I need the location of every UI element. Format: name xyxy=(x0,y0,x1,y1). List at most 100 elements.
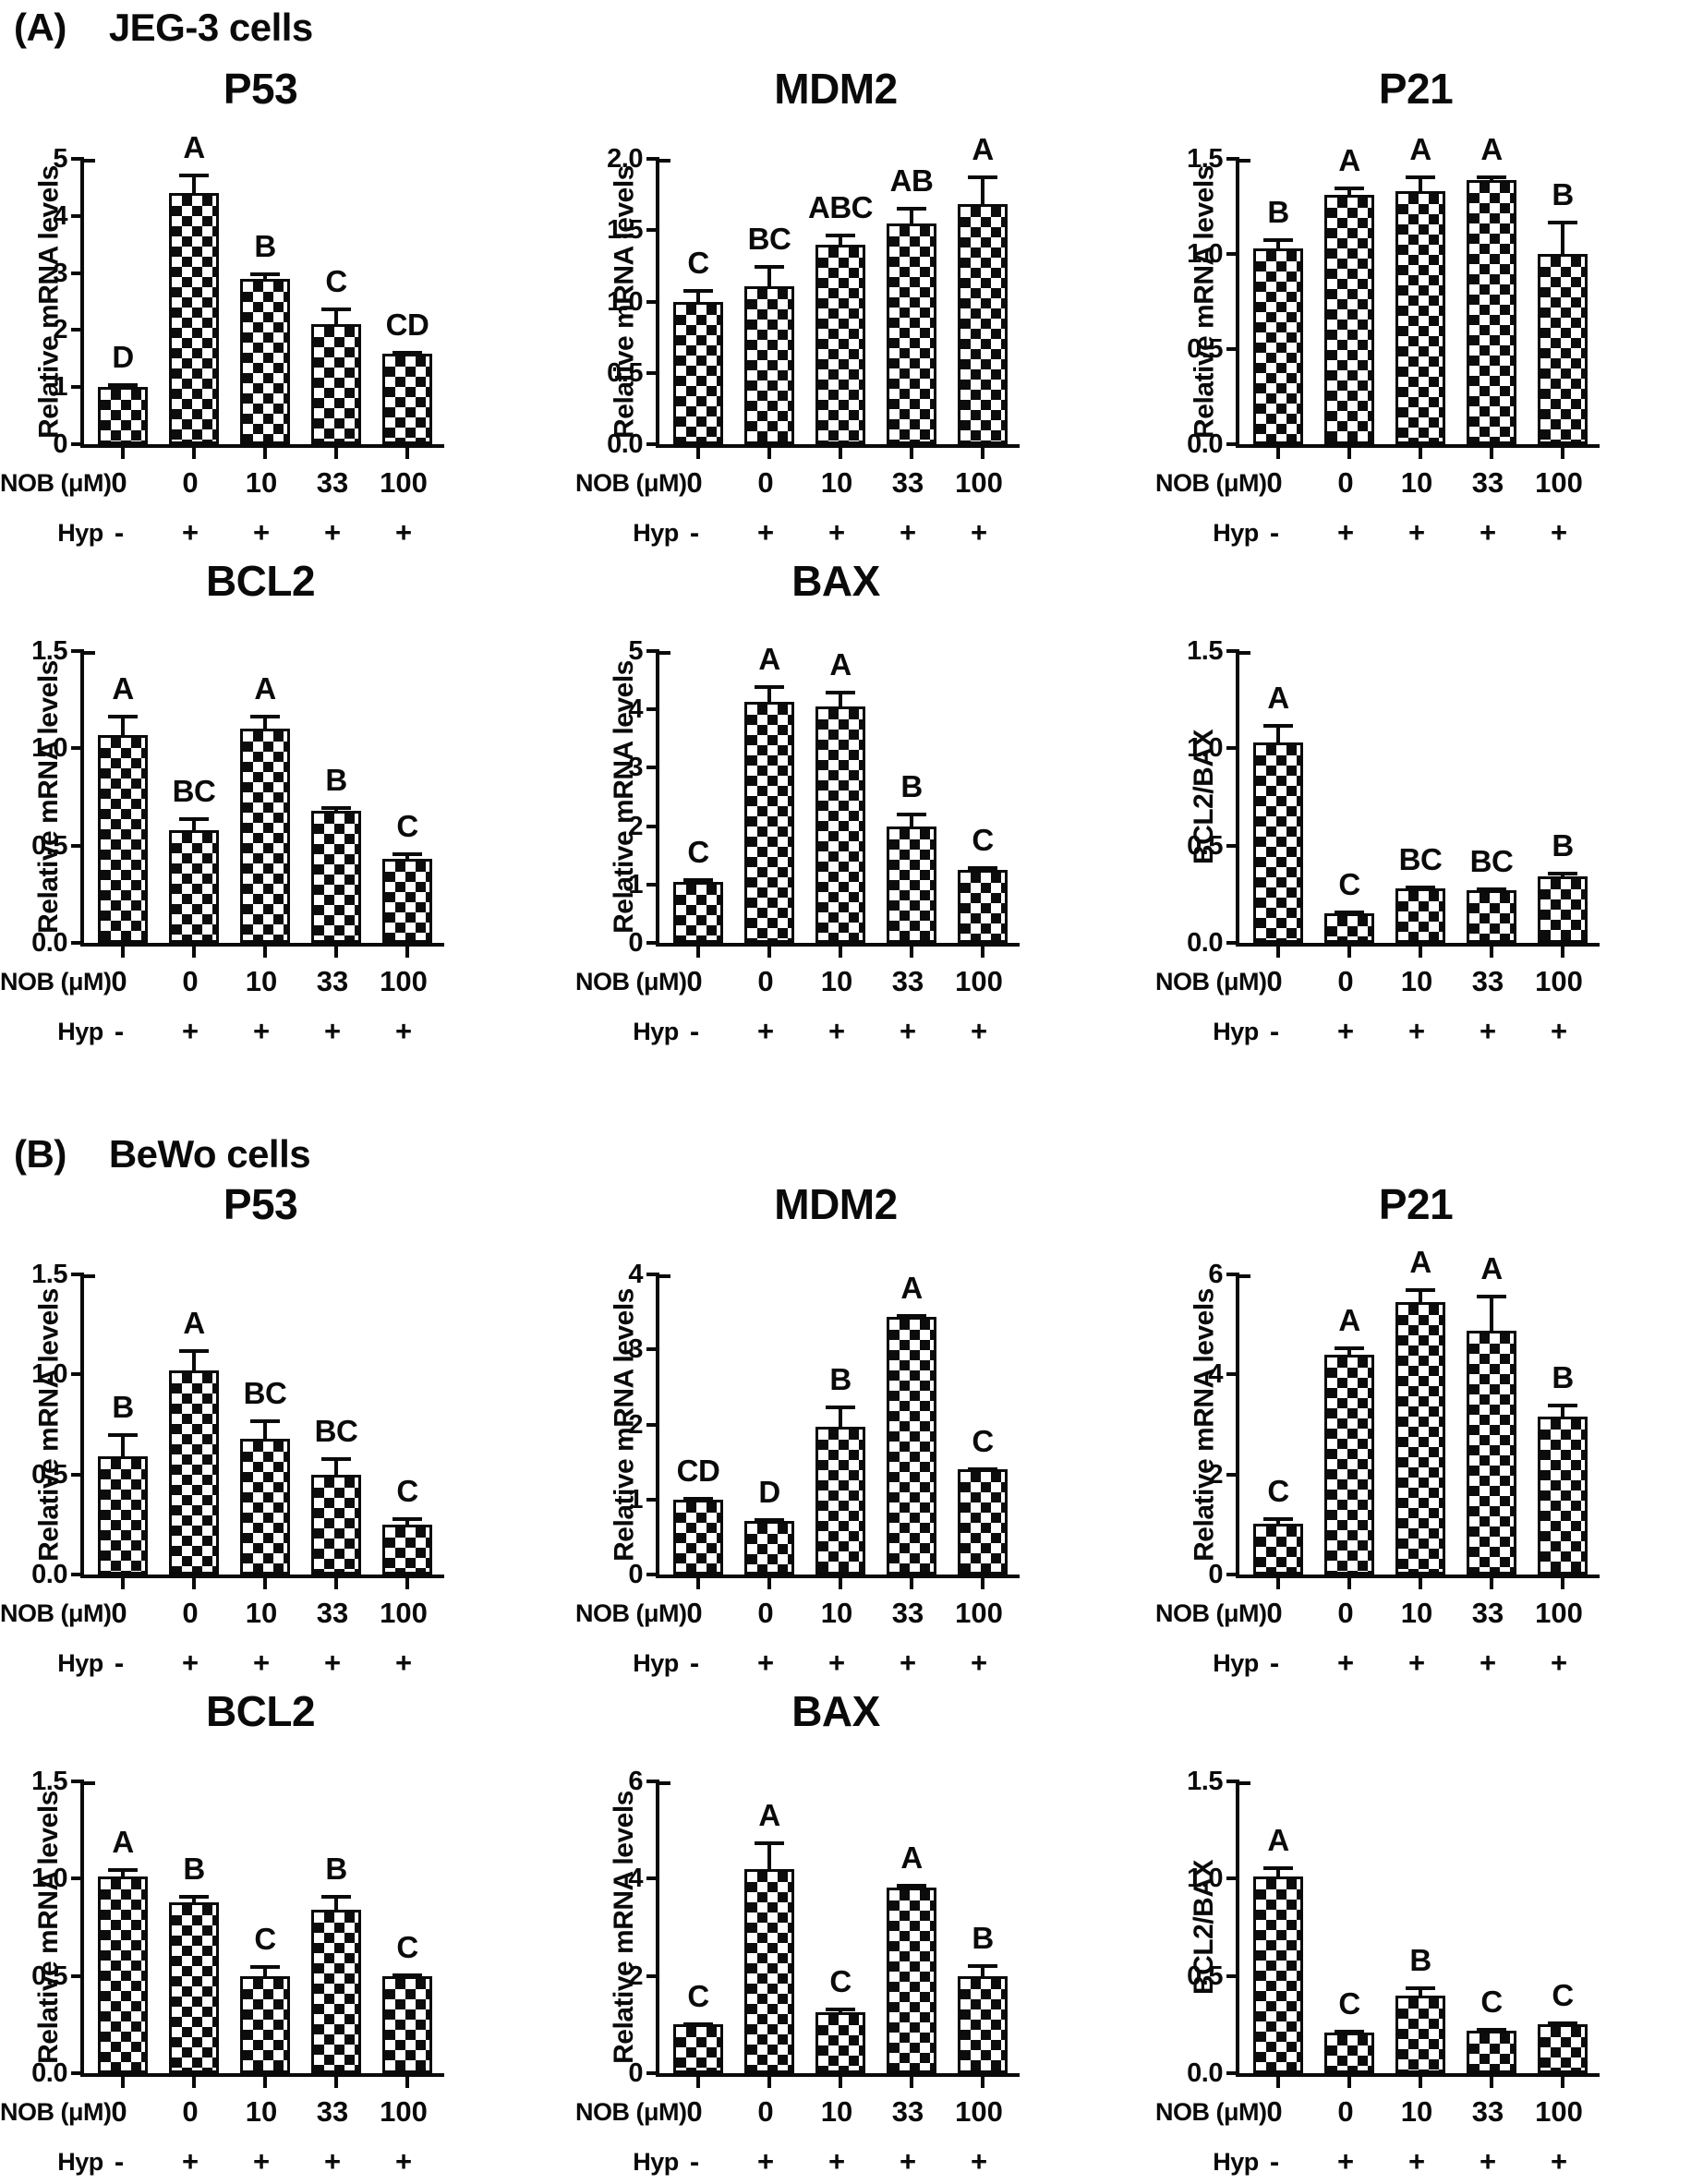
sig-letter: C xyxy=(829,1964,852,1999)
y-axis-label: BCL2/BAX xyxy=(1189,1860,1219,1996)
y-tick xyxy=(71,1973,84,1978)
hyp-row-label: Hyp xyxy=(57,1018,103,1045)
axis-top-hook xyxy=(84,159,95,163)
nob-value: 100 xyxy=(380,466,428,499)
error-bar-cap xyxy=(1406,1986,1435,1991)
hyp-value: + xyxy=(323,1647,342,1679)
x-tick xyxy=(192,1578,196,1589)
error-bar-stem xyxy=(263,1966,267,1977)
sig-letter: AB xyxy=(889,163,934,198)
y-tick xyxy=(646,370,659,375)
hyp-value: + xyxy=(1479,2145,1497,2178)
sig-letter: C xyxy=(1480,1984,1503,2019)
x-tick xyxy=(1419,947,1422,958)
nob-row-label: NOB (μM) xyxy=(0,469,112,497)
error-bar-stem xyxy=(1347,187,1351,197)
error-bar-cap xyxy=(321,1457,351,1462)
hyp-value: + xyxy=(827,1015,846,1047)
hyp-value: + xyxy=(1479,516,1497,549)
y-tick-label: 1.0 xyxy=(31,733,67,764)
x-tick xyxy=(1490,2077,1493,2088)
y-tick-label: 1.5 xyxy=(1187,144,1223,174)
nob-row: NOB (μM) 0 0 10 33 100 xyxy=(0,2095,537,2129)
hyp-row: Hyp - + + + + xyxy=(577,516,1113,549)
bar xyxy=(382,1524,432,1575)
plot-area: BCL2/BAX 0.0 0.5 1.0 1.5 A C BC BC B xyxy=(1187,636,1600,958)
hyp-value: + xyxy=(1336,2145,1355,2178)
x-tick xyxy=(1276,448,1280,459)
error-bar-cap xyxy=(683,878,713,883)
nob-row-label: NOB (μM) xyxy=(575,1599,687,1627)
bar xyxy=(673,1499,723,1575)
nob-value: 0 xyxy=(757,965,774,997)
x-tick xyxy=(696,1578,700,1589)
sig-letter: A xyxy=(1409,131,1431,166)
x-tick xyxy=(1276,1578,1280,1589)
nob-value: 10 xyxy=(245,466,278,499)
nob-value: 10 xyxy=(1400,965,1433,997)
sig-letter: B xyxy=(254,228,276,263)
error-bar-cap xyxy=(1406,1288,1435,1293)
nob-value: 0 xyxy=(686,965,703,997)
y-tick-label: 0.5 xyxy=(1187,830,1223,861)
nob-value: 33 xyxy=(891,2095,924,2128)
error-bar-cap xyxy=(321,1895,351,1900)
hyp-value: + xyxy=(899,2145,917,2178)
bar xyxy=(169,829,219,943)
error-bar-stem xyxy=(839,234,842,246)
x-tick xyxy=(121,947,125,958)
error-bar-cap xyxy=(826,233,855,237)
y-tick xyxy=(646,228,659,233)
hyp-row-label: Hyp xyxy=(1213,1018,1259,1045)
sig-letter: D xyxy=(758,1474,780,1509)
x-tick xyxy=(263,1578,267,1589)
bar xyxy=(958,204,1008,444)
error-bar-stem xyxy=(981,1965,984,1977)
error-bar-cap xyxy=(826,1406,855,1409)
nob-value: 0 xyxy=(1337,1597,1354,1629)
hyp-value: + xyxy=(1479,1015,1497,1047)
y-tick-label: 2 xyxy=(628,811,643,841)
sig-letter: A xyxy=(183,129,205,164)
x-tick xyxy=(263,448,267,459)
nob-value: 0 xyxy=(182,2095,199,2128)
axis-top-hook xyxy=(659,159,670,163)
nob-value: 100 xyxy=(380,2095,428,2128)
y-tick-label: 1.0 xyxy=(1187,239,1223,269)
nob-value: 33 xyxy=(1471,1597,1504,1629)
sig-letter: A xyxy=(1267,1822,1289,1857)
nob-row: NOB (μM) 0 0 10 33 100 xyxy=(0,1597,537,1630)
error-bar-stem xyxy=(767,685,771,703)
bar xyxy=(240,729,290,943)
hyp-value: + xyxy=(1336,516,1355,549)
hyp-value: + xyxy=(181,2145,199,2178)
bar xyxy=(1538,876,1588,943)
nob-value: 10 xyxy=(1400,1597,1433,1629)
bar xyxy=(1467,1330,1516,1575)
axis-top-hook xyxy=(84,1781,95,1785)
sig-letter: A xyxy=(758,1797,780,1832)
plot-area: Relative mRNA levels 0.0 0.5 1.0 1.5 B A BC BC C xyxy=(31,1260,444,1589)
bar xyxy=(169,1901,219,2073)
hyp-value: + xyxy=(756,516,775,549)
y-tick-label: 1 xyxy=(53,372,67,403)
x-tick xyxy=(981,448,984,459)
bar xyxy=(240,278,290,444)
bar xyxy=(98,734,148,943)
y-tick-label: 3 xyxy=(628,753,643,783)
y-tick xyxy=(1226,1780,1239,1783)
y-tick-label: 6 xyxy=(1208,1260,1223,1289)
x-tick xyxy=(334,947,338,958)
nob-value: 10 xyxy=(1400,466,1433,499)
sig-letter: A xyxy=(1480,1250,1503,1285)
y-tick-label: 1.5 xyxy=(31,636,67,666)
bar xyxy=(382,1975,432,2073)
sig-letter: B xyxy=(829,1362,852,1396)
y-tick-label: 1.5 xyxy=(1187,1767,1223,1796)
nob-value: 33 xyxy=(1471,2095,1504,2128)
y-tick xyxy=(71,1273,84,1276)
y-axis-label: Relative mRNA levels xyxy=(609,1791,639,2064)
y-axis-label: Relative mRNA levels xyxy=(33,1287,64,1562)
nob-row: NOB (μM) 0 0 10 33 100 xyxy=(0,466,537,500)
x-tick xyxy=(1347,947,1351,958)
